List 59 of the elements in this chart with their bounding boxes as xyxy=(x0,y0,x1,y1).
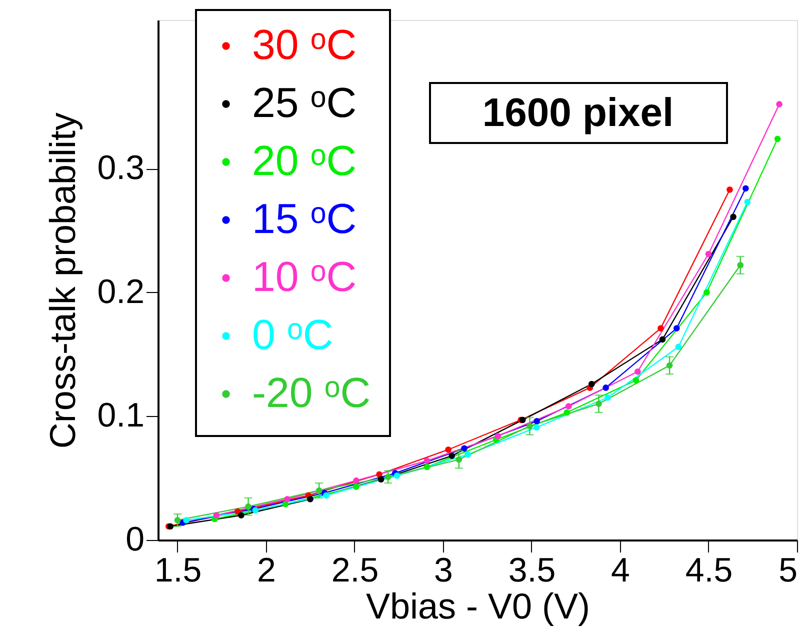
point xyxy=(675,344,682,350)
point xyxy=(565,403,572,410)
point xyxy=(659,336,666,343)
point xyxy=(394,472,400,479)
point xyxy=(307,496,314,502)
legend-label: 30 ᵒC xyxy=(252,21,357,68)
point xyxy=(234,508,241,515)
point xyxy=(376,471,382,478)
y-axis-title: Cross-talk probability xyxy=(42,112,84,449)
point xyxy=(673,325,680,332)
point xyxy=(705,250,712,258)
x-tick-label: 4 xyxy=(611,552,630,590)
point xyxy=(744,198,751,206)
legend-label: -20 ᵒC xyxy=(252,369,371,416)
point xyxy=(602,384,609,391)
point xyxy=(353,484,360,490)
legend-label: 0 ᵒC xyxy=(252,311,334,358)
x-tick-label: 4.5 xyxy=(685,552,733,590)
x-tick-label: 5 xyxy=(778,552,798,590)
point xyxy=(730,214,736,220)
point xyxy=(534,418,540,424)
point xyxy=(424,458,430,464)
point xyxy=(742,185,749,192)
point xyxy=(284,496,290,502)
annotation: 1600 pixel xyxy=(482,91,674,135)
point xyxy=(464,451,471,458)
point xyxy=(461,445,468,452)
point xyxy=(634,368,641,375)
point xyxy=(494,432,502,440)
point xyxy=(632,377,640,384)
point xyxy=(238,512,244,518)
point xyxy=(726,186,733,193)
point xyxy=(445,446,452,453)
y-tick-label: 0.3 xyxy=(97,149,144,188)
point xyxy=(282,500,289,508)
point xyxy=(776,101,782,108)
legend-label: 20 ᵒC xyxy=(252,137,357,184)
point xyxy=(704,289,710,296)
point xyxy=(353,477,360,484)
point xyxy=(604,394,611,401)
point xyxy=(564,409,570,416)
legend-label: 15 ᵒC xyxy=(252,195,357,242)
y-tick-label: 0 xyxy=(126,520,144,558)
point xyxy=(213,512,220,518)
legend-label: 10 ᵒC xyxy=(252,253,357,300)
y-tick-label: 0.2 xyxy=(97,272,144,311)
point xyxy=(774,136,781,142)
point xyxy=(322,492,330,499)
x-tick-label: 2 xyxy=(257,552,276,590)
point xyxy=(588,380,595,388)
x-tick-label: 1.5 xyxy=(154,552,202,590)
legend-label: 25 ᵒC xyxy=(252,79,357,126)
point xyxy=(378,476,384,482)
point xyxy=(658,325,664,332)
point xyxy=(183,517,190,524)
point xyxy=(448,452,455,459)
point xyxy=(534,424,540,430)
y-tick-label: 0.1 xyxy=(97,396,144,435)
point xyxy=(424,464,430,470)
